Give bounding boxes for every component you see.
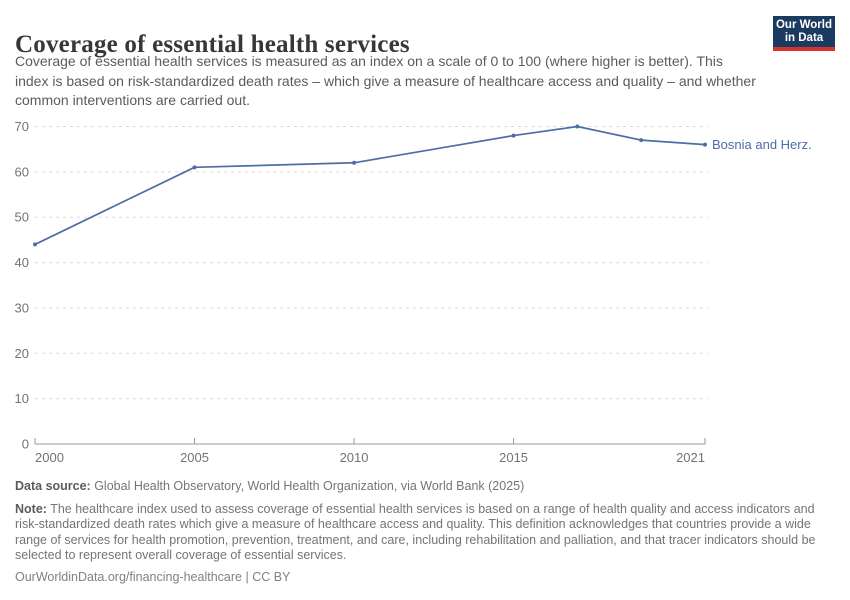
x-tick-label: 2005 [180, 450, 209, 465]
series-end-label: Bosnia and Herz. [712, 137, 812, 152]
chart-url[interactable]: OurWorldinData.org/financing-healthcare [15, 569, 242, 584]
data-point [352, 160, 357, 165]
y-tick-label: 30 [15, 300, 29, 315]
data-line [34, 125, 706, 246]
owid-logo-line1: Our World [775, 18, 832, 31]
y-tick-label: 10 [15, 391, 29, 406]
data-point [703, 142, 707, 147]
owid-logo-line2: in Data [784, 31, 824, 44]
y-tick-label: 50 [15, 210, 29, 225]
data-point [511, 133, 516, 138]
data-point [192, 165, 197, 170]
x-tick-label: 2010 [340, 450, 369, 465]
y-tick-label: 40 [15, 255, 29, 270]
page-title: Coverage of essential health services [15, 30, 410, 58]
data-source-text: Global Health Observatory, World Health … [90, 479, 525, 493]
data-source-label: Data source: [15, 479, 91, 493]
data-source-line: Data source: Global Health Observatory, … [15, 479, 835, 495]
note-label: Note: [15, 501, 47, 516]
y-tick-label: 0 [22, 437, 29, 452]
line-chart: 0 10 20 30 40 50 60 70 2000 2005 2010 2015 2021 Bosni… [15, 119, 812, 465]
x-tick-label: 2000 [35, 450, 64, 465]
data-point [33, 242, 37, 247]
citation-line: OurWorldinData.org/financing-healthcare … [15, 570, 835, 586]
x-tick-label: 2015 [499, 450, 528, 465]
chart-footer: Data source: Global Health Observatory, … [15, 479, 835, 585]
x-tick-label: 2021 [676, 450, 705, 465]
y-tick-label: 70 [15, 119, 29, 134]
data-point [575, 124, 580, 129]
owid-logo[interactable]: Our World in Data [773, 16, 835, 51]
note-text: The healthcare index used to assess cove… [15, 501, 816, 563]
y-tick-label: 60 [15, 164, 29, 179]
chart-subtitle: Coverage of essential health services is… [15, 53, 756, 108]
note-line: Note: The healthcare index used to asses… [15, 502, 835, 564]
data-point [639, 138, 644, 143]
y-tick-label: 20 [15, 346, 29, 361]
separator: | [241, 569, 253, 584]
license-label[interactable]: CC BY [252, 569, 291, 584]
